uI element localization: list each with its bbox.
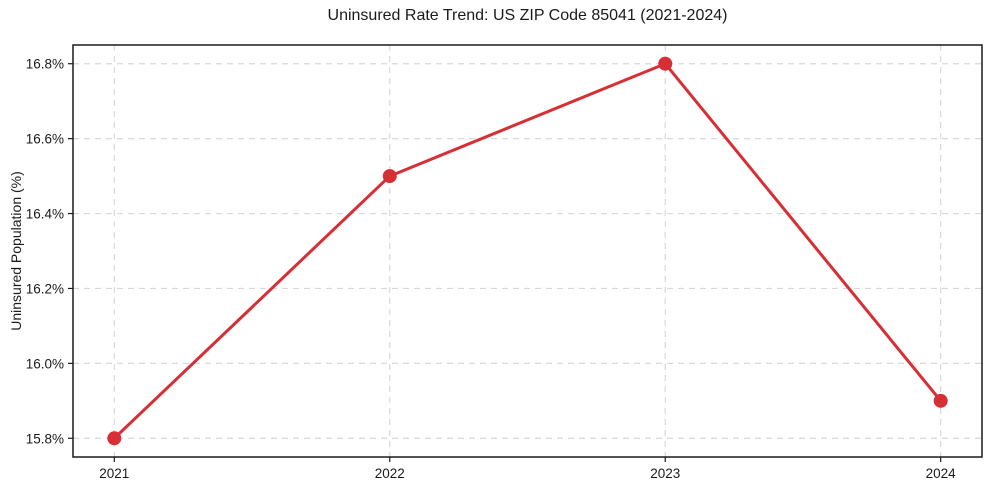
y-tick-label: 16.8% bbox=[26, 57, 64, 72]
data-point-marker bbox=[933, 393, 948, 408]
plot-border bbox=[72, 44, 983, 458]
y-tick-label: 15.8% bbox=[26, 431, 64, 446]
y-tick-label: 16.6% bbox=[26, 132, 64, 147]
y-tick-label: 16.0% bbox=[26, 356, 64, 371]
y-tick-label: 16.4% bbox=[26, 207, 64, 222]
x-tick-label: 2023 bbox=[650, 466, 680, 481]
chart-title: Uninsured Rate Trend: US ZIP Code 85041 … bbox=[327, 7, 728, 24]
data-point-marker bbox=[107, 431, 122, 446]
y-tick-label: 16.2% bbox=[26, 281, 64, 296]
x-tick-label: 2024 bbox=[926, 466, 957, 481]
trend-line bbox=[112, 62, 943, 440]
x-tick-label: 2021 bbox=[99, 466, 129, 481]
x-tick-label: 2022 bbox=[375, 466, 405, 481]
data-point-marker bbox=[658, 56, 673, 71]
data-point-marker bbox=[382, 169, 397, 184]
